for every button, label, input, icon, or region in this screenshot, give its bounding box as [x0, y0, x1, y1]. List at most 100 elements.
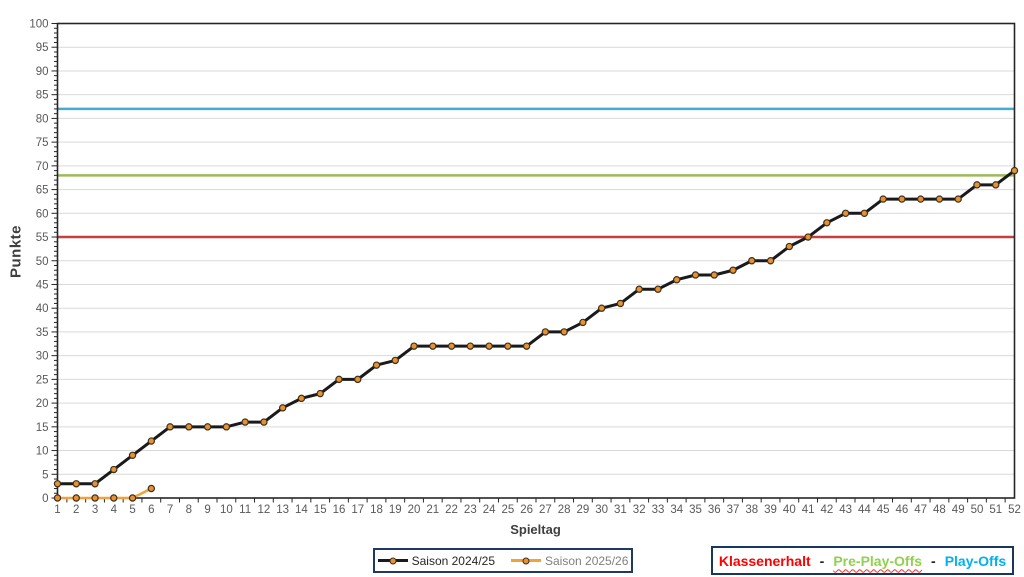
- data-point: [504, 342, 512, 350]
- y-tick-label: 65: [36, 185, 49, 197]
- data-point: [354, 375, 362, 384]
- data-point: [203, 423, 212, 431]
- y-tick-label: 85: [36, 90, 49, 102]
- y-tick-label: 95: [36, 42, 49, 54]
- data-point: [72, 494, 80, 502]
- data-point: [316, 389, 324, 398]
- x-tick-label: 29: [577, 504, 590, 516]
- data-point: [147, 484, 156, 493]
- x-tick-label: 14: [295, 504, 308, 516]
- data-point: [110, 465, 118, 474]
- data-point: [935, 195, 944, 203]
- data-point: [466, 342, 475, 350]
- y-tick-label: 20: [36, 398, 49, 410]
- x-tick-label: 26: [520, 504, 533, 516]
- x-tick-label: 31: [614, 504, 627, 516]
- x-tick-label: 49: [952, 504, 965, 516]
- data-point: [710, 271, 718, 279]
- data-point: [110, 494, 118, 502]
- x-tick-label: 11: [239, 504, 251, 516]
- x-tick-label: 15: [314, 504, 327, 516]
- data-point: [222, 423, 231, 431]
- y-tick-label: 10: [36, 446, 49, 458]
- x-tick-label: 45: [877, 504, 890, 516]
- series-line-saison-2025-26: [57, 487, 152, 500]
- x-tick-label: 30: [595, 504, 608, 516]
- data-point: [635, 285, 643, 293]
- x-tick-label: 33: [652, 504, 665, 516]
- x-tick-label: 7: [167, 504, 173, 516]
- y-tick-label: 60: [36, 208, 49, 220]
- y-tick-label: 80: [36, 113, 49, 125]
- data-point: [654, 285, 662, 293]
- data-point: [185, 423, 193, 431]
- x-tick-label: 12: [258, 504, 271, 516]
- data-point: [579, 318, 587, 327]
- x-tick-label: 6: [148, 504, 154, 516]
- legend-label-saison-2024-25: Saison 2024/25: [411, 553, 495, 568]
- x-tick-label: 21: [426, 504, 439, 516]
- x-tick-label: 1: [54, 504, 60, 516]
- x-tick-label: 16: [333, 504, 346, 516]
- x-tick-label: 34: [670, 504, 683, 516]
- x-tick-label: 46: [896, 504, 909, 516]
- data-point: [241, 418, 249, 426]
- data-point: [335, 375, 343, 384]
- x-tick-label: 39: [764, 504, 777, 516]
- data-point: [954, 195, 962, 203]
- x-tick-label: 25: [501, 504, 514, 516]
- x-tick-label: 18: [370, 504, 383, 516]
- y-tick-label: 15: [36, 422, 49, 434]
- data-point: [297, 394, 306, 403]
- data-point: [128, 494, 137, 502]
- y-tick-label: 50: [36, 256, 49, 268]
- x-axis-title: Spieltag: [510, 522, 561, 537]
- x-tick-label: 19: [389, 504, 402, 516]
- data-point: [260, 418, 268, 426]
- data-point: [128, 451, 137, 459]
- x-tick-label: 40: [783, 504, 796, 516]
- data-point: [560, 328, 568, 336]
- y-tick-label: 75: [36, 137, 49, 149]
- x-tick-label: 35: [689, 504, 702, 516]
- data-point: [166, 423, 174, 431]
- data-point: [447, 342, 456, 350]
- data-point: [597, 304, 606, 312]
- legend: Saison 2024/25 Saison 2025/26: [373, 548, 633, 573]
- marker-dot-icon: [522, 557, 530, 564]
- y-tick-label: 70: [36, 161, 49, 173]
- y-tick-label: 90: [36, 66, 49, 78]
- legend-label-saison-2025-26: Saison 2025/26: [545, 553, 629, 568]
- data-point: [823, 219, 831, 227]
- data-point: [429, 342, 437, 350]
- y-tick-label: 100: [29, 19, 48, 31]
- zone-separator: -: [819, 552, 825, 569]
- data-point: [860, 209, 869, 217]
- x-tick-label: 2: [73, 504, 79, 516]
- data-point: [729, 266, 737, 274]
- data-point: [72, 480, 80, 488]
- points-line-chart: 0510152025303540455055606570758085909510…: [29, 19, 1021, 517]
- x-tick-label: 28: [558, 504, 571, 516]
- data-point: [841, 209, 850, 217]
- data-point: [53, 494, 62, 502]
- x-tick-label: 23: [464, 504, 477, 516]
- zone-pre-playoffs-label: Pre-Play-Offs: [833, 552, 923, 569]
- data-point: [616, 299, 625, 308]
- x-tick-label: 37: [727, 504, 740, 516]
- x-tick-label: 42: [820, 504, 833, 516]
- data-point: [973, 181, 981, 189]
- data-point: [1010, 166, 1019, 175]
- zones-legend: Klassenerhalt - Pre-Play-Offs - Play-Off…: [711, 546, 1014, 575]
- x-tick-label: 51: [989, 504, 1002, 516]
- x-tick-label: 47: [914, 504, 927, 516]
- data-point: [916, 195, 925, 203]
- series-2025-26-line-sample-icon: [511, 557, 541, 564]
- data-point: [485, 342, 493, 350]
- y-tick-label: 45: [36, 279, 49, 291]
- x-tick-label: 32: [633, 504, 646, 516]
- data-point: [91, 480, 99, 488]
- x-tick-label: 5: [129, 504, 135, 516]
- data-point: [410, 342, 418, 350]
